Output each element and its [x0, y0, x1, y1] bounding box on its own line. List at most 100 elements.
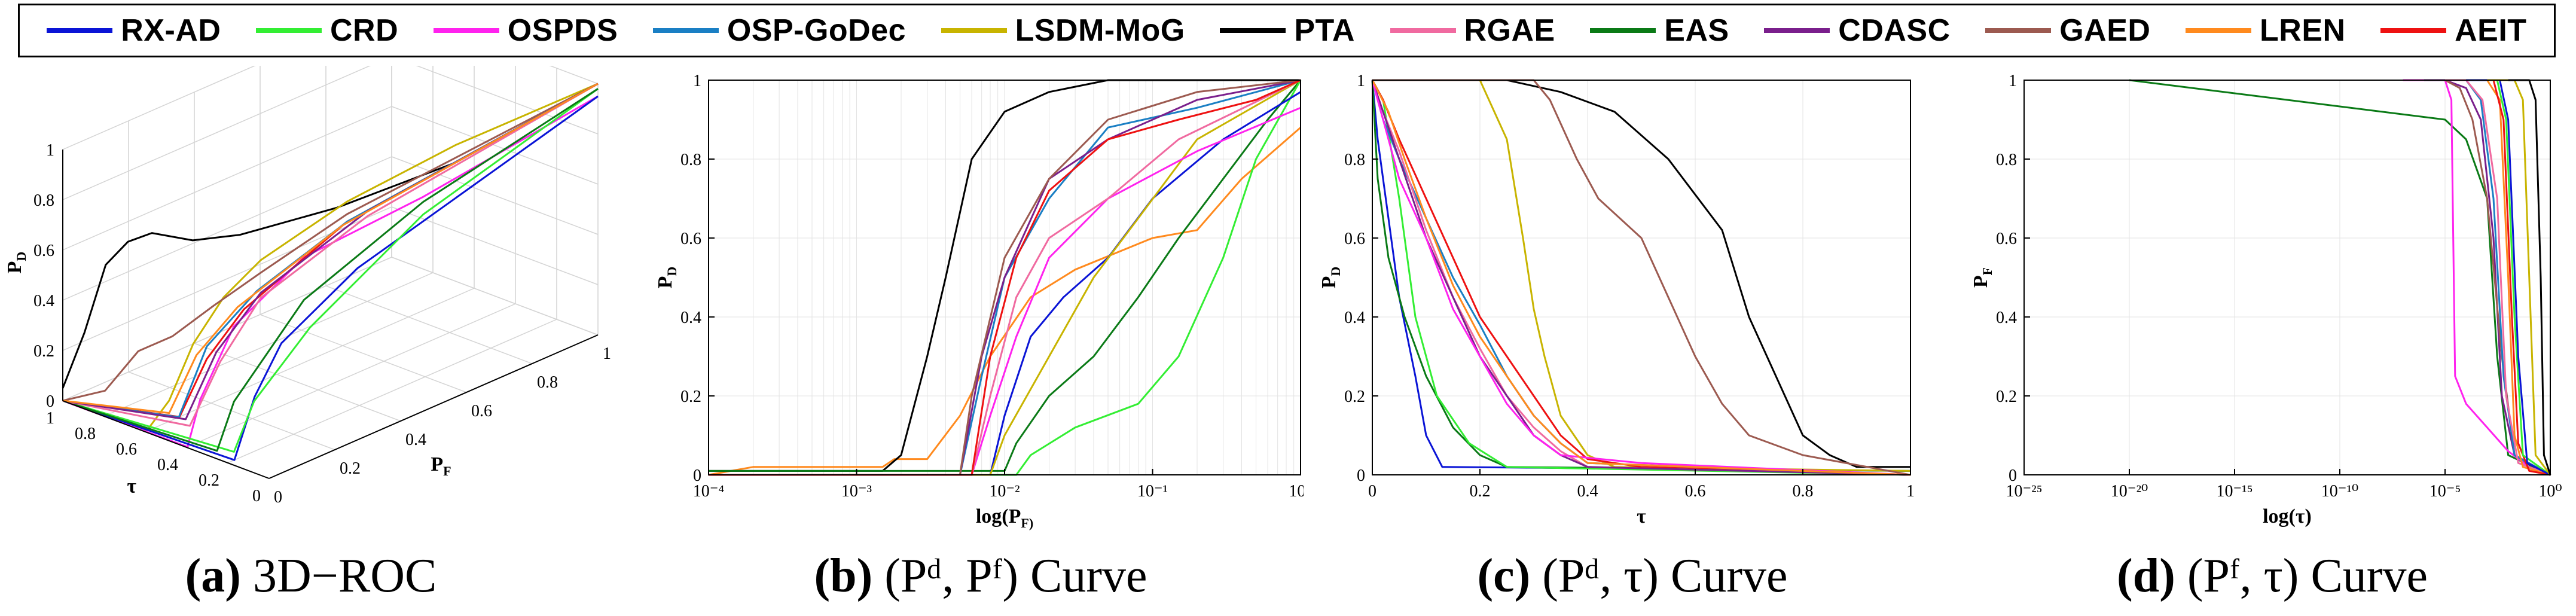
x-tick-label: 10⁰ — [1289, 482, 1304, 501]
legend-item-cdasc: CDASC — [1764, 13, 1950, 48]
grid-line — [227, 319, 557, 463]
legend-item-lren: LREN — [2186, 13, 2346, 48]
series-aeit — [62, 83, 599, 418]
chart-pf-tau: 10⁻²⁵ 10⁻²⁰ 10⁻¹⁵ 10⁻¹⁰ 10⁻⁵ 10⁰ 0 0.2 0.4 0.6 0.8… — [1970, 72, 2562, 527]
series-rx-ad — [1371, 80, 1911, 472]
y-tick-label: 0.2 — [680, 388, 701, 406]
y-tick-label: 0.4 — [1344, 309, 1365, 327]
grid-line — [62, 66, 256, 150]
x-tick-label: 10⁻²⁰ — [2111, 482, 2148, 501]
caption-a: (a) 3D−ROC — [185, 549, 437, 603]
x-tick-label: 10⁻³ — [841, 482, 872, 501]
y-tick-label: 0 — [2009, 466, 2017, 485]
y-tick-label: 0.6 — [1996, 230, 2017, 248]
grid-line — [260, 314, 467, 393]
caption-d: (d) (Pᶠ, τ) Curve — [2117, 549, 2428, 603]
series-ospds — [1371, 80, 1911, 476]
grid-line — [391, 156, 599, 235]
caption-b-text: (Pᵈ, Pᶠ) Curve — [872, 550, 1147, 602]
plot-area — [2024, 80, 2550, 475]
panel-pd-pf: 10⁻⁴ 10⁻³ 10⁻² 10⁻¹ 10⁰ 0 0.2 0.4 0.6 0.8 1 log(PF)… — [652, 66, 1304, 556]
legend-label: RGAE — [1464, 13, 1555, 48]
series-gaed — [62, 83, 599, 402]
pd-tick-label: 0.6 — [33, 242, 54, 260]
legend-swatch — [2380, 28, 2447, 33]
legend-label: OSPDS — [507, 13, 618, 48]
y-tick-label: 1 — [1357, 72, 1365, 90]
y-tick-label: 1 — [2009, 72, 2017, 90]
y-tick-label: 0.8 — [1344, 151, 1365, 169]
chart-pd-tau: 0 0.2 0.4 0.6 0.8 1 0 0.2 0.4 0.6 0.8 1 τ PD — [1318, 72, 1915, 527]
pf-tick-label: 0 — [274, 488, 282, 507]
series-aeit — [709, 79, 1301, 476]
tau-tick-label: 0.6 — [116, 440, 137, 459]
legend-label: PTA — [1294, 13, 1355, 48]
caption-a-label: (a) — [185, 550, 241, 602]
x-tick-label: 10⁻⁴ — [693, 482, 725, 501]
tau-tick-label: 1 — [46, 409, 54, 428]
legend-item-eas: EAS — [1590, 13, 1729, 48]
series-ospds — [62, 95, 599, 448]
legend-label: OSP-GoDec — [727, 13, 907, 48]
legend-item-pta: PTA — [1220, 13, 1355, 48]
legend-item-gaed: GAED — [1985, 13, 2150, 48]
chart-pd-pf: 10⁻⁴ 10⁻³ 10⁻² 10⁻¹ 10⁰ 0 0.2 0.4 0.6 0.8 1 log(PF)… — [654, 72, 1304, 530]
tau-tick-label: 0.8 — [75, 425, 96, 443]
grid-line — [194, 343, 401, 422]
series-eas — [62, 88, 599, 452]
legend-swatch — [1590, 28, 1656, 33]
series-cdasc — [62, 83, 599, 420]
tau-tick-label: 0.4 — [157, 456, 178, 474]
series-lren — [1371, 80, 1911, 476]
grid — [708, 80, 1301, 475]
x-tick-label: 10⁻¹⁵ — [2217, 482, 2253, 501]
series-pta — [1372, 79, 1910, 468]
legend-item-rgae: RGAE — [1390, 13, 1555, 48]
legend-label: RX-AD — [121, 13, 221, 48]
x-axis-label: τ — [1637, 505, 1646, 527]
pd-tick-label: 0 — [46, 392, 54, 411]
legend-item-crd: CRD — [255, 13, 398, 48]
caption-d-label: (d) — [2117, 550, 2175, 602]
pd-axis-label: PD — [4, 252, 29, 274]
x-tick-label: 1 — [1906, 482, 1915, 501]
x-tick-label: 10⁻⁵ — [2430, 482, 2461, 501]
grid-line — [62, 156, 392, 301]
pf-axis-label: PF — [431, 453, 451, 478]
y-axis-label: PD — [654, 267, 679, 289]
grid-line — [391, 257, 599, 336]
panel-3d-roc: 1 0.8 0.6 0.4 0.2 0 0 0.2 0.4 0.6 0.8 1 0 0.2 0.4 0.6 0.… — [0, 66, 652, 556]
y-tick-label: 0.8 — [680, 151, 701, 169]
x-tick-label: 10⁰ — [2538, 482, 2562, 501]
caption-c: (c) (Pᵈ, τ) Curve — [1477, 549, 1787, 603]
pf-tick-label: 0.6 — [471, 402, 492, 420]
legend-swatch — [1390, 28, 1456, 33]
legend-item-aeit: AEIT — [2380, 13, 2526, 48]
legend-swatch — [941, 28, 1007, 33]
series-lren — [62, 83, 599, 414]
legend-item-rx-ad: RX-AD — [47, 13, 221, 48]
grid-line — [62, 106, 392, 251]
pf-tick-label: 0.8 — [537, 373, 558, 392]
y-tick-label: 0.4 — [680, 309, 701, 327]
y-tick-label: 0.8 — [1996, 151, 2017, 169]
y-tick-label: 0.2 — [1344, 388, 1365, 406]
legend-swatch — [1985, 28, 2052, 33]
plot-frame — [1372, 80, 1911, 475]
legend-swatch — [2186, 28, 2252, 33]
grid-line — [186, 303, 516, 448]
tau-tick-label: 0.2 — [199, 471, 219, 490]
y-tick-label: 0.2 — [1996, 388, 2017, 406]
panel-pd-tau: 0 0.2 0.4 0.6 0.8 1 0 0.2 0.4 0.6 0.8 1 τ PD — [1304, 66, 1955, 556]
caption-d-text: (Pᶠ, τ) Curve — [2175, 550, 2428, 602]
legend: RX-AD CRD OSPDS OSP-GoDec LSDM-MoG PTA RGAE EAS… — [18, 4, 2556, 57]
plot-frame — [2023, 80, 2551, 475]
grid-line — [325, 285, 533, 364]
series-lsdm-mog — [62, 83, 599, 432]
pd-tick-label: 0.2 — [33, 342, 54, 361]
legend-label: LSDM-MoG — [1015, 13, 1185, 48]
pf-tick-label: 1 — [603, 344, 611, 363]
x-tick-label: 0.4 — [1577, 482, 1598, 501]
legend-label: CDASC — [1838, 13, 1951, 48]
series-pta — [709, 79, 1301, 472]
